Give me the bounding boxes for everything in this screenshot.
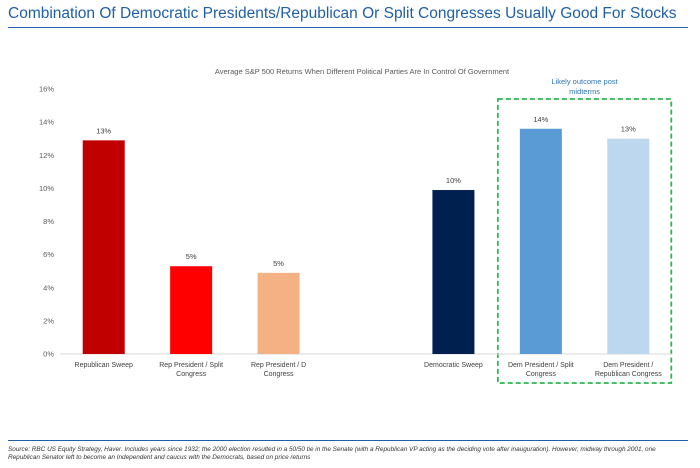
bar [432, 190, 475, 354]
y-tick-label: 10% [39, 184, 54, 193]
chart-title: Average S&P 500 Returns When Different P… [215, 67, 510, 76]
y-tick-label: 14% [39, 118, 54, 127]
bar [170, 266, 213, 354]
y-tick-label: 4% [43, 283, 54, 292]
title-divider [8, 27, 688, 28]
data-label: 10% [446, 176, 461, 185]
y-tick-label: 8% [43, 217, 54, 226]
data-label: 13% [96, 126, 111, 135]
bar [257, 272, 300, 354]
data-label: 13% [621, 125, 636, 134]
bar [519, 128, 562, 354]
bar [82, 140, 125, 354]
data-label: 5% [273, 259, 284, 268]
highlight-label: Likely outcome post midterms [551, 77, 618, 96]
source-note: Source: RBC US Equity Strategy, Haver. I… [8, 446, 656, 461]
category-label: Democratic Sweep [424, 362, 483, 369]
bars: 13% Republican Sweep 5% Rep President / Spl… [75, 115, 663, 378]
category-label: Dem President / Split Congress [508, 362, 574, 378]
y-axis: 0% 2% 4% 6% 8% 10% 12% 14% 16% [39, 85, 672, 359]
category-label: Rep President / D Congress [251, 362, 306, 378]
y-tick-label: 6% [43, 250, 54, 259]
bar [607, 138, 650, 354]
data-label: 14% [533, 115, 548, 124]
page-title: Combination Of Democratic Presidents/Rep… [8, 5, 677, 22]
data-label: 5% [186, 252, 197, 261]
category-label: Dem President / Republican Congress [595, 362, 662, 378]
y-tick-label: 12% [39, 151, 54, 160]
category-label: Republican Sweep [75, 362, 133, 369]
y-tick-label: 2% [43, 316, 54, 325]
footer-divider [8, 440, 688, 441]
highlight-box [496, 98, 673, 384]
category-label: Rep President / Split Congress [159, 362, 223, 378]
y-tick-label: 16% [39, 85, 54, 94]
y-tick-label: 0% [43, 350, 54, 359]
